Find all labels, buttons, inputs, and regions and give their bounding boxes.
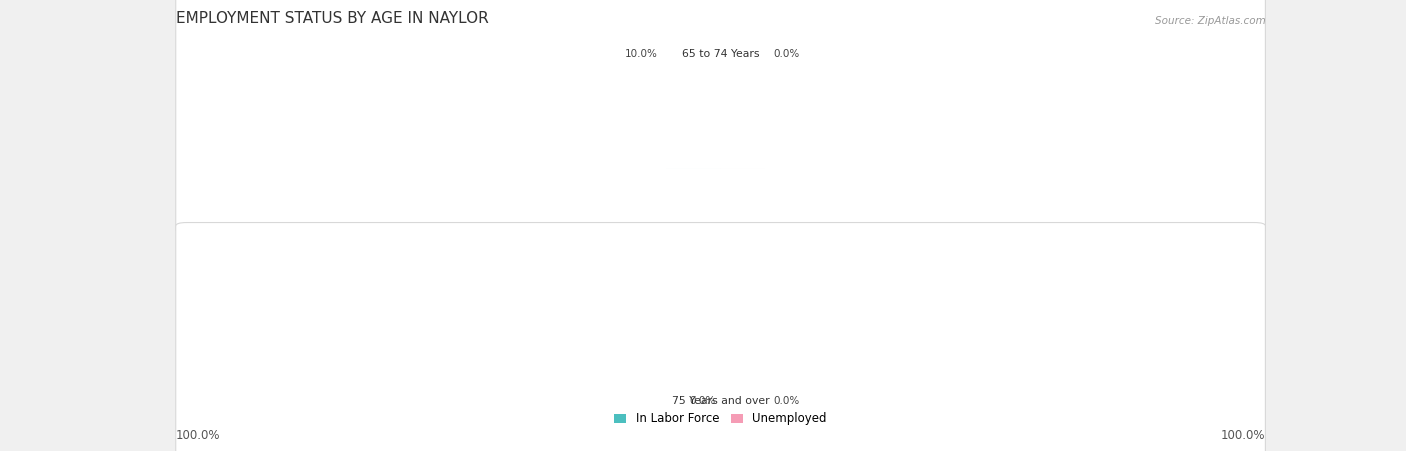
Text: Source: ZipAtlas.com: Source: ZipAtlas.com (1154, 16, 1265, 26)
FancyBboxPatch shape (623, 287, 818, 451)
Text: 65 to 74 Years: 65 to 74 Years (682, 49, 759, 59)
FancyBboxPatch shape (717, 287, 768, 451)
Text: 75 Years and over: 75 Years and over (672, 396, 769, 406)
Text: 0.0%: 0.0% (773, 396, 799, 406)
FancyBboxPatch shape (176, 0, 1265, 233)
FancyBboxPatch shape (623, 0, 818, 169)
FancyBboxPatch shape (662, 0, 724, 168)
Text: EMPLOYMENT STATUS BY AGE IN NAYLOR: EMPLOYMENT STATUS BY AGE IN NAYLOR (176, 11, 488, 26)
FancyBboxPatch shape (176, 222, 1265, 451)
FancyBboxPatch shape (717, 0, 768, 168)
Legend: In Labor Force, Unemployed: In Labor Force, Unemployed (610, 408, 831, 430)
Text: 100.0%: 100.0% (1220, 429, 1265, 442)
Text: 0.0%: 0.0% (689, 396, 716, 406)
Text: 10.0%: 10.0% (624, 49, 658, 59)
Text: 0.0%: 0.0% (773, 49, 799, 59)
Text: 100.0%: 100.0% (176, 429, 221, 442)
